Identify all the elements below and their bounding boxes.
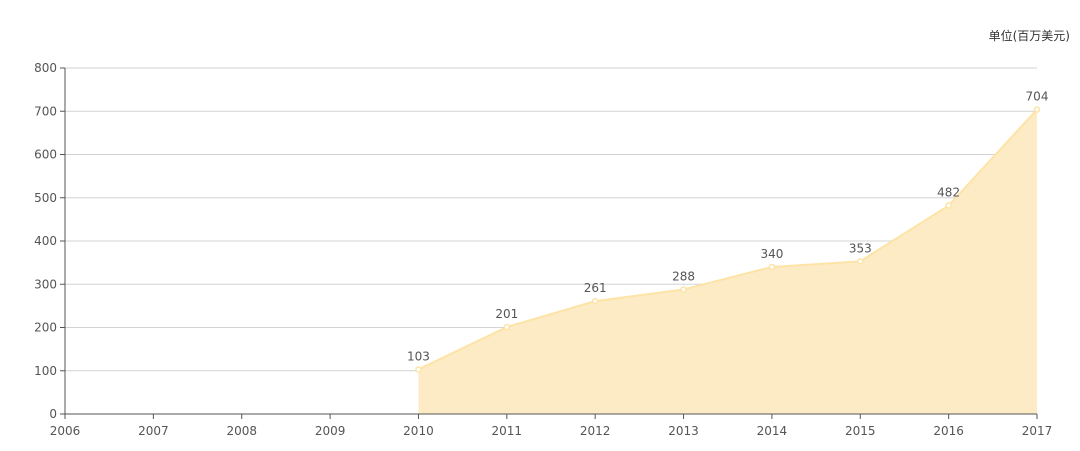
x-tick-label: 2017 <box>1022 424 1053 438</box>
x-tick-label: 2015 <box>845 424 876 438</box>
data-label: 482 <box>937 186 960 200</box>
x-tick-label: 2012 <box>580 424 611 438</box>
data-label: 353 <box>849 241 872 255</box>
data-point <box>415 366 422 373</box>
y-tick-label: 0 <box>49 407 57 421</box>
x-tick-label: 2008 <box>226 424 257 438</box>
data-label: 261 <box>584 281 607 295</box>
data-point <box>591 297 599 305</box>
series-line <box>418 108 1038 371</box>
y-tick-label: 600 <box>34 148 57 162</box>
y-tick-label: 500 <box>34 191 57 205</box>
data-label: 288 <box>672 269 695 283</box>
x-tick-label: 2006 <box>50 424 81 438</box>
y-tick-label: 800 <box>34 61 57 75</box>
x-tick-label: 2007 <box>138 424 169 438</box>
data-label: 340 <box>760 247 783 261</box>
data-label: 103 <box>407 349 430 363</box>
y-tick-label: 100 <box>34 364 57 378</box>
y-tick-label: 200 <box>34 321 57 335</box>
data-point <box>768 263 776 271</box>
y-tick-label: 300 <box>34 277 57 291</box>
data-point <box>857 258 864 265</box>
data-point <box>1033 106 1041 113</box>
data-label: 704 <box>1026 90 1049 104</box>
y-tick-label: 700 <box>34 104 57 118</box>
data-point <box>680 286 687 293</box>
area-layer <box>418 108 1038 415</box>
data-point <box>945 202 952 209</box>
x-tick-label: 2009 <box>315 424 346 438</box>
axes: 0 100 200 300 400 500 600 700 800 2006 2007 2008 200… <box>34 61 1052 438</box>
x-tick-label: 2010 <box>403 424 434 438</box>
series-area <box>418 109 1037 415</box>
data-labels: 103 201 261 288 340 353 482 704 <box>407 90 1049 373</box>
data-label: 201 <box>495 307 518 321</box>
x-tick-label: 2013 <box>668 424 699 438</box>
data-point <box>503 323 511 331</box>
x-tick-label: 2011 <box>492 424 523 438</box>
x-tick-label: 2014 <box>757 424 788 438</box>
unit-label: 单位(百万美元) <box>988 29 1070 43</box>
x-tick-label: 2016 <box>933 424 964 438</box>
y-tick-label: 400 <box>34 234 57 248</box>
